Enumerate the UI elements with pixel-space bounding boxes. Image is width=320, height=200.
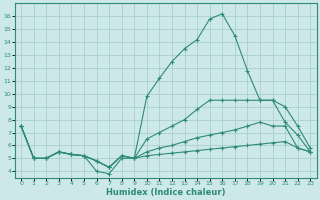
X-axis label: Humidex (Indice chaleur): Humidex (Indice chaleur) [106, 188, 225, 197]
